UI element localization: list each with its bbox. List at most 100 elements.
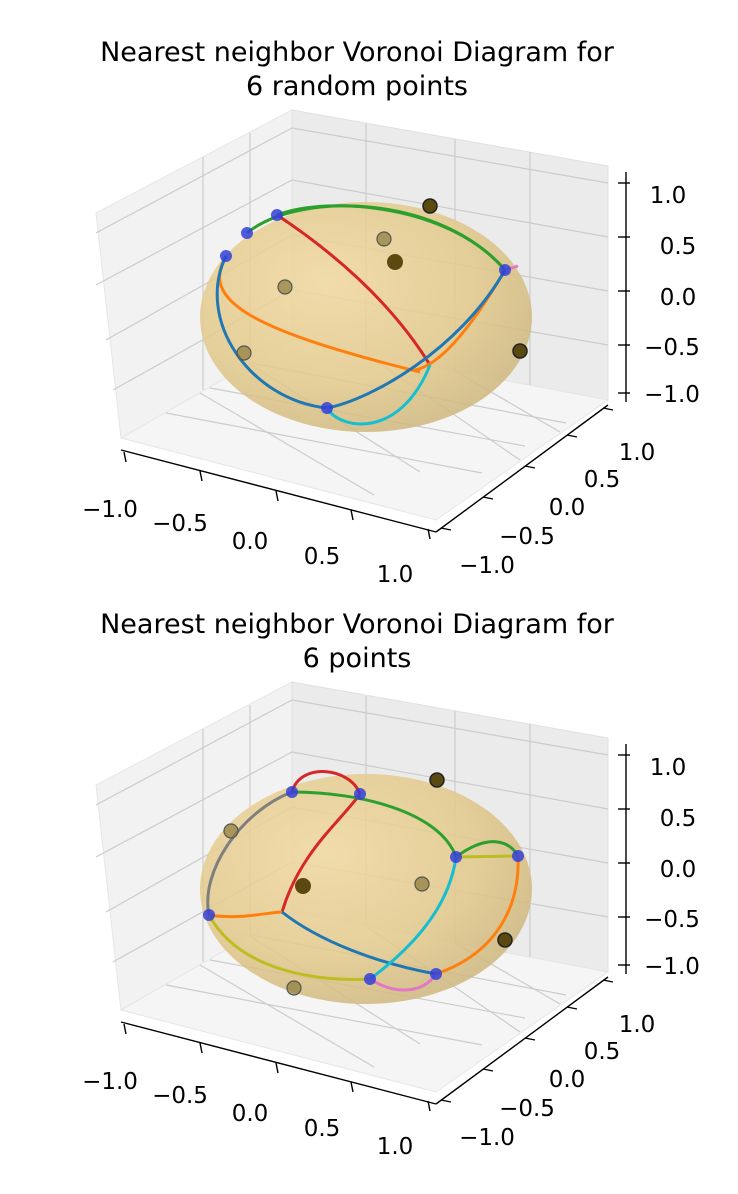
- y-tick-label: −0.5: [499, 524, 555, 550]
- voronoi-edge: [281, 910, 437, 976]
- chart-title-1-line2: 6 random points: [246, 71, 468, 102]
- z-tick-label: −1.0: [644, 382, 700, 408]
- y-tick-label: −1.0: [459, 1125, 515, 1151]
- x-tick: [275, 490, 279, 502]
- voronoi-edge: [208, 910, 283, 919]
- y-tick: [440, 527, 452, 531]
- data-point: [236, 345, 252, 361]
- x-tick-label: 0.0: [232, 1101, 269, 1127]
- voronoi-vertex: [354, 788, 366, 800]
- grid-line: [291, 699, 609, 756]
- voronoi-vertex: [321, 402, 333, 414]
- z-tick-label: 0.5: [660, 234, 697, 260]
- data-point: [286, 980, 302, 996]
- y-tick: [482, 496, 494, 500]
- z-tick-label: −0.5: [644, 907, 700, 933]
- x-tick-label: 1.0: [377, 1134, 414, 1160]
- axis-lines: [120, 172, 627, 533]
- x-tick: [350, 509, 354, 521]
- z-tick-label: −1.0: [644, 954, 700, 980]
- voronoi-vertex: [499, 264, 511, 276]
- chart-title-1: Nearest neighbor Voronoi Diagram for 6 r…: [0, 36, 714, 104]
- x-axis-line: [120, 449, 437, 533]
- x-tick-label: 0.5: [304, 1116, 341, 1142]
- z-tick-label: 1.0: [650, 183, 687, 209]
- voronoi-vertex: [450, 851, 462, 863]
- x-tick: [123, 451, 127, 463]
- data-point: [387, 254, 403, 270]
- z-tick-label: 1.0: [650, 755, 687, 781]
- grid-line: [291, 751, 609, 810]
- x-tick: [427, 1100, 431, 1112]
- y-tick: [602, 979, 614, 983]
- y-axis-line: [435, 976, 609, 1105]
- y-tick: [566, 1006, 578, 1010]
- y-tick-label: 0.0: [549, 1067, 586, 1093]
- axis-lines: [120, 744, 627, 1105]
- voronoi-edge: [435, 855, 520, 976]
- x-tick: [199, 1042, 203, 1054]
- voronoi-vertex: [512, 850, 524, 862]
- grid-line: [95, 699, 293, 806]
- y-tick-label: −0.5: [499, 1096, 555, 1122]
- voronoi-edge: [206, 790, 293, 916]
- grid-line: [95, 127, 293, 234]
- x-tick-labels: −1.0 −0.5 0.0 0.5 1.0: [82, 497, 413, 588]
- y-axis-line: [435, 404, 609, 533]
- data-points: [236, 198, 528, 361]
- data-point: [376, 231, 392, 247]
- x-tick-label: −1.0: [82, 497, 138, 523]
- unit-sphere: [200, 202, 532, 432]
- voronoi-vertex: [430, 968, 442, 980]
- voronoi-vertices: [203, 786, 524, 985]
- voronoi-vertex: [220, 250, 232, 262]
- plot-area-2: −1.0 −0.5 0.0 0.5 1.0 −1.0 −0.5 0.0 0.5 …: [82, 681, 700, 1160]
- y-tick: [524, 1037, 536, 1041]
- grid-line: [199, 964, 375, 1068]
- x-tick: [275, 1062, 279, 1074]
- voronoi-edge: [276, 204, 507, 271]
- y-tick: [566, 434, 578, 438]
- chart-title-1-line1: Nearest neighbor Voronoi Diagram for: [100, 37, 614, 68]
- voronoi-vertex: [364, 973, 376, 985]
- y-tick: [440, 1099, 452, 1103]
- grid-line: [199, 392, 375, 496]
- x-tick-labels: −1.0 −0.5 0.0 0.5 1.0: [82, 1069, 413, 1160]
- voronoi-vertex: [241, 227, 253, 239]
- y-tick-label: 0.5: [584, 467, 621, 493]
- voronoi-edge: [290, 770, 362, 795]
- voronoi-edge: [326, 269, 507, 410]
- z-tick-labels: 1.0 0.5 0.0 −0.5 −1.0: [644, 183, 700, 408]
- data-point: [295, 878, 311, 894]
- voronoi-vertex: [203, 909, 215, 921]
- voronoi-edges: [215, 204, 519, 426]
- data-point: [512, 343, 528, 359]
- voronoi-edge: [207, 914, 371, 981]
- voronoi-edge: [215, 255, 328, 410]
- chart-title-2-line2: 6 points: [302, 643, 412, 674]
- x-tick-label: 0.5: [304, 544, 341, 570]
- voronoi-edge: [455, 854, 519, 859]
- z-tick-label: 0.0: [660, 285, 697, 311]
- data-points: [223, 772, 513, 996]
- x-tick-label: −1.0: [82, 1069, 138, 1095]
- x-tick-label: 1.0: [377, 562, 414, 588]
- x-tick-label: −0.5: [152, 511, 208, 537]
- voronoi-edge: [291, 790, 458, 858]
- grid-line: [165, 412, 483, 474]
- grid-line: [95, 179, 293, 286]
- data-point: [414, 876, 430, 892]
- y-tick-labels: −1.0 −0.5 0.0 0.5 1.0: [459, 440, 655, 579]
- y-tick-label: 1.0: [619, 440, 656, 466]
- z-tick-label: 0.0: [660, 857, 697, 883]
- tick-marks: [123, 182, 630, 540]
- y-tick: [524, 465, 536, 469]
- tick-marks: [123, 754, 630, 1112]
- y-tick-label: −1.0: [459, 553, 515, 579]
- voronoi-edge: [369, 973, 438, 992]
- unit-sphere: [200, 774, 532, 1004]
- chart-title-2: Nearest neighbor Voronoi Diagram for 6 p…: [0, 608, 714, 676]
- y-tick-label: 0.5: [584, 1039, 621, 1065]
- chart-panel-1: Nearest neighbor Voronoi Diagram for 6 r…: [0, 0, 738, 590]
- grid-line: [95, 751, 293, 858]
